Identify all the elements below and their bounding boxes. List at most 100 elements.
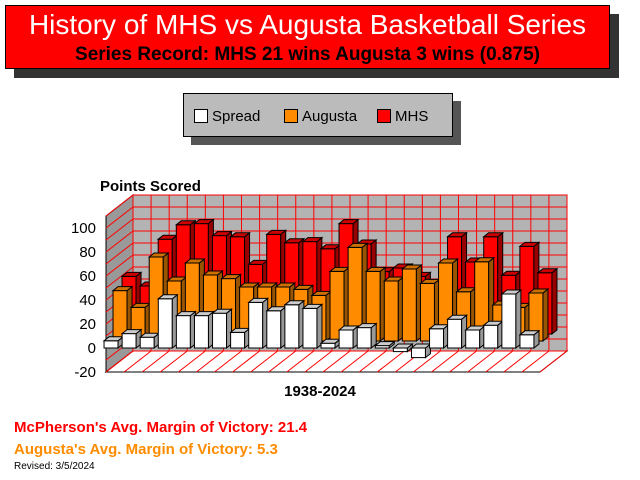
bar-top-mhs xyxy=(120,271,143,277)
bar-top-augusta xyxy=(202,270,224,276)
bar-top-augusta xyxy=(274,282,297,288)
bar-top-spread xyxy=(120,329,143,335)
bar-side-spread xyxy=(316,303,323,350)
gridline-side xyxy=(105,230,134,253)
bar-spread-17 xyxy=(410,342,432,359)
gridline-floor xyxy=(268,350,297,373)
gridline-floor xyxy=(196,350,224,373)
bar-top-spread xyxy=(193,311,215,317)
bar-top-augusta xyxy=(111,286,134,292)
bar-face-spread xyxy=(320,342,336,349)
bar-top-mhs xyxy=(174,220,197,226)
bar-top-spread xyxy=(373,341,396,347)
bar-top-spread xyxy=(391,343,414,349)
gridline-floor xyxy=(322,350,351,373)
gridline-floor xyxy=(286,350,315,373)
bar-top-mhs xyxy=(192,219,215,225)
gridline-floor xyxy=(232,350,260,373)
augusta-margin-text: Augusta's Avg. Margin of Victory: 5.3 xyxy=(14,441,278,458)
bar-top-mhs xyxy=(229,232,251,238)
gridline-floor xyxy=(105,350,134,373)
bar-spread-21 xyxy=(482,320,505,350)
bar-face-spread xyxy=(266,310,282,349)
bar-top-augusta xyxy=(400,264,423,270)
bar-spread-7 xyxy=(229,327,252,350)
bar-top-mhs xyxy=(482,232,505,238)
bar-face-spread xyxy=(501,293,517,349)
bar-augusta-16 xyxy=(400,263,423,343)
bar-face-spread xyxy=(519,334,535,349)
gridline-side xyxy=(105,206,134,229)
bar-top-augusta xyxy=(220,274,242,280)
gridline-floor xyxy=(539,350,568,373)
bar-face-spread xyxy=(338,329,354,349)
legend-label-augusta: Augusta xyxy=(302,107,358,125)
gridline-floor xyxy=(503,350,532,373)
bar-spread-22 xyxy=(500,288,523,350)
bar-top-spread xyxy=(156,294,179,300)
bar-top-augusta xyxy=(364,266,387,272)
bar-top-spread xyxy=(247,297,270,303)
bar-spread-19 xyxy=(446,314,469,350)
bar-top-augusta xyxy=(292,284,315,290)
bar-top-spread xyxy=(500,289,523,295)
y-axis-label: Points Scored xyxy=(100,178,201,195)
bar-spread-23 xyxy=(518,329,541,350)
gridline-floor xyxy=(431,350,459,373)
gridline-floor xyxy=(214,350,242,373)
gridline-floor xyxy=(304,350,333,373)
gridline-floor xyxy=(340,350,369,373)
bar-face-spread xyxy=(193,315,209,349)
legend-item-spread: Spread xyxy=(194,106,260,126)
bar-top-spread xyxy=(283,300,306,306)
bar-face-spread xyxy=(410,347,426,359)
gridline-floor xyxy=(178,350,206,373)
legend-swatch-spread xyxy=(194,109,208,123)
y-tick-label: 60 xyxy=(79,268,96,285)
gridline-floor xyxy=(449,350,477,373)
x-axis-label: 1938-2024 xyxy=(284,383,356,400)
gridline-floor xyxy=(413,350,441,373)
legend-label-mhs: MHS xyxy=(395,107,429,125)
bar-spread-14 xyxy=(355,322,378,350)
bar-spread-1 xyxy=(120,328,143,350)
gridline-floor xyxy=(521,350,550,373)
bar-top-spread xyxy=(301,303,324,309)
bar-augusta-15 xyxy=(382,275,405,343)
bar-top-augusta xyxy=(527,288,550,294)
bar-top-augusta xyxy=(183,258,206,264)
bar-spread-10 xyxy=(283,299,306,350)
bar-face-spread xyxy=(447,318,463,349)
bar-spread-5 xyxy=(193,310,215,350)
bar-spread-16 xyxy=(391,342,414,353)
bar-spread-15 xyxy=(373,340,396,350)
bar-top-mhs xyxy=(211,231,233,237)
legend-label-spread: Spread xyxy=(212,107,261,125)
bar-face-spread xyxy=(302,307,318,349)
legend: Spread Augusta MHS xyxy=(183,93,453,137)
bar-face-spread xyxy=(121,333,137,349)
bar-spread-9 xyxy=(265,305,288,350)
legend-item-mhs: MHS xyxy=(377,106,428,126)
bar-face-spread xyxy=(248,301,264,349)
gridline-side xyxy=(105,266,134,289)
bar-side-augusta xyxy=(542,287,549,343)
bar-top-augusta xyxy=(346,242,369,248)
y-tick-label: 40 xyxy=(79,292,96,309)
bar-face-spread xyxy=(139,336,155,349)
bar-top-augusta xyxy=(238,282,261,288)
gridline-floor xyxy=(376,350,405,373)
bar-top-mhs xyxy=(265,229,288,235)
gridline-side xyxy=(105,194,134,217)
bar-top-mhs xyxy=(446,232,468,238)
bar-face-spread xyxy=(157,298,173,349)
bar-top-spread xyxy=(355,323,378,329)
legend-item-augusta: Augusta xyxy=(284,106,357,126)
bar-top-mhs xyxy=(518,241,541,247)
bar-top-spread xyxy=(211,308,233,314)
chart-labels: -20 0 20 40 60 80 100 Points Scored 1938-2024 xyxy=(71,178,357,400)
bar-top-mhs xyxy=(337,219,360,225)
bar-top-mhs xyxy=(536,268,559,274)
bar-face-augusta xyxy=(383,280,399,342)
